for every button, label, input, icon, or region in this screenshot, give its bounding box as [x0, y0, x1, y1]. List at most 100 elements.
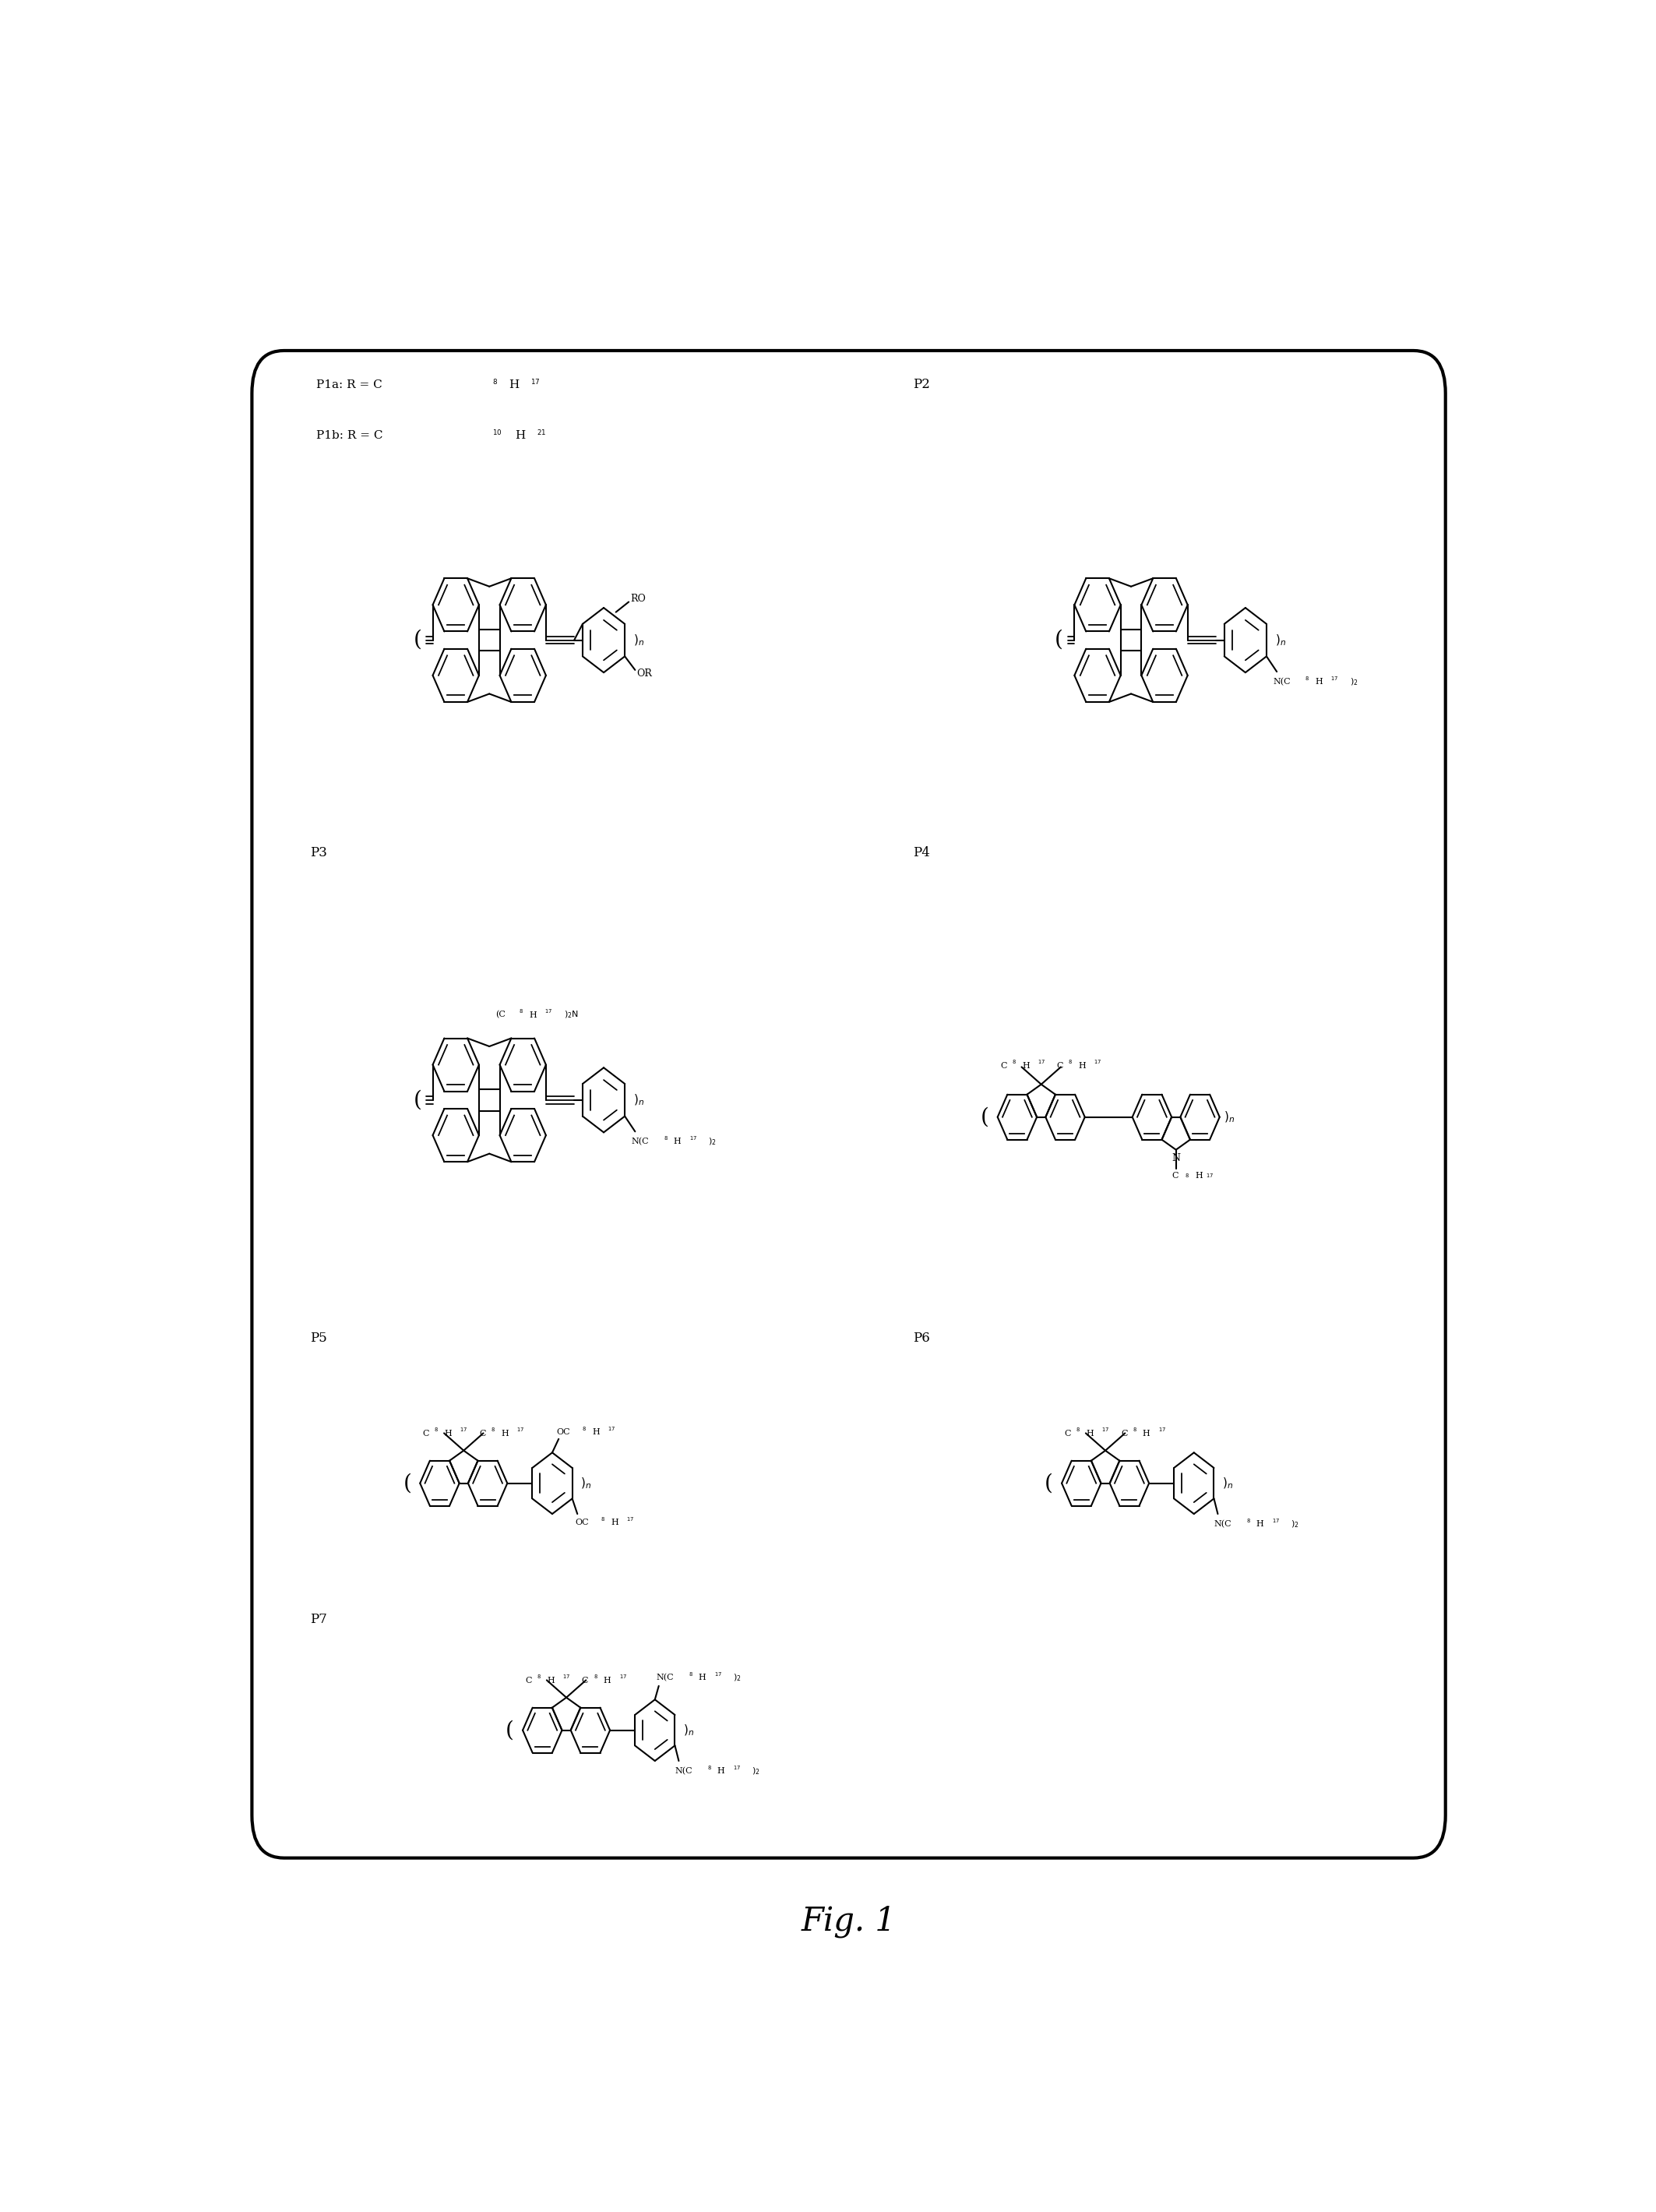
Text: $_{17}$: $_{17}$: [1158, 1427, 1166, 1433]
Text: $_8$: $_8$: [1068, 1057, 1073, 1066]
Text: $_8$: $_8$: [1133, 1427, 1138, 1433]
Text: P1b: R = C: P1b: R = C: [316, 431, 383, 440]
Text: C: C: [1000, 1062, 1007, 1071]
Text: (: (: [412, 630, 422, 650]
Text: $_{17}$: $_{17}$: [1095, 1057, 1101, 1066]
Text: H: H: [1078, 1062, 1086, 1071]
Text: $_8$: $_8$: [434, 1427, 439, 1433]
Text: H: H: [1315, 679, 1323, 686]
Text: H: H: [611, 1517, 618, 1526]
Text: H: H: [530, 1011, 537, 1020]
Text: C: C: [1172, 1172, 1179, 1179]
Text: N(C: N(C: [656, 1674, 674, 1681]
Text: )$_2$: )$_2$: [752, 1765, 760, 1776]
Text: $_8$: $_8$: [1305, 675, 1310, 681]
Text: )$_n$: )$_n$: [633, 1093, 644, 1108]
Text: H: H: [546, 1677, 555, 1683]
Text: $_8$: $_8$: [1012, 1057, 1017, 1066]
Text: C: C: [1057, 1062, 1063, 1071]
Text: H: H: [508, 378, 518, 389]
Text: $_{17}$: $_{17}$: [545, 1006, 553, 1015]
Text: $_{21}$: $_{21}$: [537, 427, 546, 438]
Text: $_8$: $_8$: [689, 1670, 692, 1679]
Text: Fig. 1: Fig. 1: [802, 1905, 896, 1938]
Text: C: C: [581, 1677, 588, 1683]
Text: N: N: [1172, 1152, 1181, 1164]
Text: C: C: [422, 1429, 429, 1438]
Text: (: (: [412, 1091, 422, 1110]
Text: OC: OC: [575, 1517, 588, 1526]
Text: )$_2$: )$_2$: [734, 1672, 742, 1683]
Text: )$_2$: )$_2$: [709, 1137, 717, 1148]
Text: $_{17}$: $_{17}$: [530, 376, 540, 387]
Text: H: H: [1257, 1520, 1264, 1528]
Text: P4: P4: [912, 847, 931, 860]
Text: N(C: N(C: [1273, 677, 1290, 686]
Text: N(C: N(C: [676, 1767, 692, 1774]
Text: $_8$: $_8$: [537, 1672, 542, 1681]
Text: H: H: [444, 1429, 452, 1438]
Text: $_{17}$: $_{17}$: [1206, 1172, 1214, 1179]
Text: $_{17}$: $_{17}$: [1331, 675, 1338, 681]
Text: $_{17}$: $_{17}$: [714, 1670, 722, 1679]
Text: C: C: [1121, 1429, 1128, 1438]
Text: )$_n$: )$_n$: [1275, 633, 1287, 648]
Text: (: (: [402, 1473, 411, 1493]
Text: )$_n$: )$_n$: [633, 633, 644, 648]
Text: $_{17}$: $_{17}$: [563, 1672, 570, 1681]
Text: $_8$: $_8$: [601, 1515, 604, 1522]
Text: N(C: N(C: [1214, 1520, 1232, 1528]
Text: $_{17}$: $_{17}$: [1272, 1517, 1280, 1524]
Text: H: H: [717, 1767, 725, 1774]
Text: P3: P3: [310, 847, 326, 860]
Text: P2: P2: [912, 378, 931, 392]
Text: (: (: [505, 1719, 513, 1741]
Text: )$_2$N: )$_2$N: [563, 1009, 578, 1020]
Text: H: H: [500, 1429, 508, 1438]
Text: )$_2$: )$_2$: [1292, 1520, 1300, 1528]
Text: H: H: [1086, 1429, 1093, 1438]
Text: H: H: [1196, 1172, 1202, 1179]
Text: $_8$: $_8$: [707, 1763, 712, 1772]
Text: $_8$: $_8$: [664, 1135, 667, 1141]
Text: (: (: [980, 1106, 989, 1128]
Text: $_8$: $_8$: [1186, 1172, 1189, 1179]
Text: H: H: [593, 1429, 599, 1436]
Text: P7: P7: [310, 1613, 326, 1626]
Text: $_8$: $_8$: [490, 1427, 495, 1433]
Text: (: (: [1045, 1473, 1053, 1493]
Text: $_{17}$: $_{17}$: [626, 1515, 634, 1522]
Text: $_{17}$: $_{17}$: [608, 1425, 616, 1433]
Text: )$_n$: )$_n$: [1224, 1110, 1234, 1124]
Text: $_8$: $_8$: [581, 1425, 586, 1433]
Text: H: H: [515, 431, 525, 440]
Text: OR: OR: [636, 668, 652, 679]
Text: P1a: R = C: P1a: R = C: [316, 378, 383, 389]
Text: $_{10}$: $_{10}$: [492, 427, 502, 438]
Text: (C: (C: [495, 1011, 505, 1020]
Text: $_{17}$: $_{17}$: [619, 1672, 628, 1681]
Text: $_8$: $_8$: [1076, 1427, 1080, 1433]
Text: P6: P6: [912, 1332, 929, 1345]
Text: $_8$: $_8$: [518, 1006, 523, 1015]
Text: RO: RO: [629, 593, 646, 604]
Text: )$_n$: )$_n$: [581, 1475, 591, 1491]
Text: C: C: [1065, 1429, 1071, 1438]
Text: $_8$: $_8$: [593, 1672, 598, 1681]
Text: )$_n$: )$_n$: [684, 1723, 694, 1736]
Text: H: H: [1143, 1429, 1151, 1438]
Text: P5: P5: [310, 1332, 326, 1345]
Text: $_{17}$: $_{17}$: [1101, 1427, 1110, 1433]
Text: H: H: [699, 1674, 705, 1681]
Text: $_8$: $_8$: [492, 376, 497, 387]
Text: $_{17}$: $_{17}$: [517, 1427, 525, 1433]
Text: $_{17}$: $_{17}$: [1037, 1057, 1045, 1066]
Text: $_{17}$: $_{17}$: [460, 1427, 467, 1433]
Text: )$_n$: )$_n$: [1222, 1475, 1234, 1491]
Text: C: C: [479, 1429, 485, 1438]
Text: H: H: [603, 1677, 611, 1683]
Text: $_{17}$: $_{17}$: [732, 1763, 740, 1772]
Text: (: (: [1055, 630, 1063, 650]
Text: C: C: [525, 1677, 532, 1683]
Text: OC: OC: [556, 1429, 570, 1436]
